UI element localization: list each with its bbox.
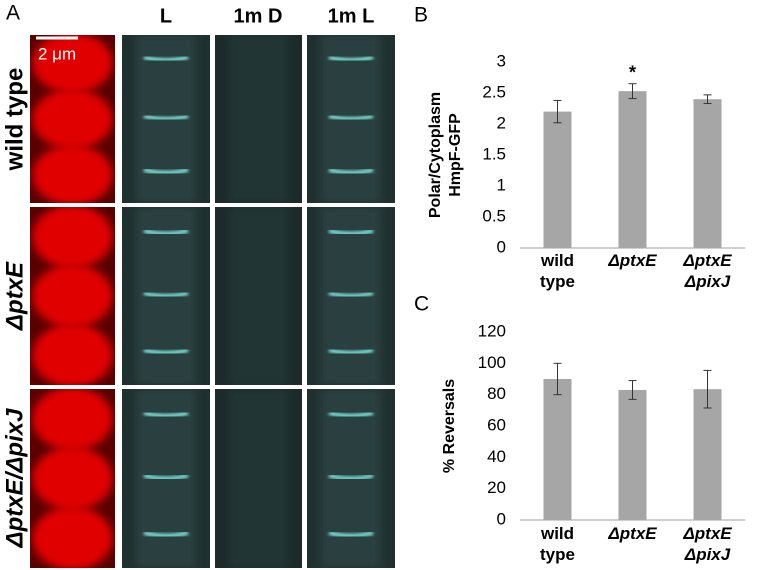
x-tick-label: wild type [540,524,575,564]
cell [32,389,113,451]
micrograph [215,389,302,568]
micrograph [215,207,302,385]
y-tick-label: 1.5 [482,144,506,163]
septum [143,291,189,298]
bar [618,389,647,520]
septum [143,167,189,175]
error-bar [628,380,637,400]
cell [32,264,113,328]
x-tick-label: ΔptxE ΔpixJ [682,524,732,564]
filament [229,35,288,203]
septum [143,228,189,236]
septum [328,114,374,121]
micrograph [30,207,115,385]
micrograph [307,389,395,568]
septum [143,530,189,538]
panel-label: B [414,4,428,27]
row-label: ΔptxE/ΔpixJ [1,408,28,549]
error-bar [703,94,712,105]
panel-label: A [6,2,20,25]
y-tick-label: 1 [497,175,506,194]
cell [32,323,113,385]
error-bar [703,369,712,409]
bar [693,99,722,248]
septum [328,291,374,298]
y-tick-label: 20 [487,478,506,497]
scale-bar-label: 2 μm [38,44,76,63]
cell [32,506,113,568]
micrograph [307,207,395,385]
y-tick-label: 120 [478,321,506,340]
row-label: wild type [1,68,28,172]
x-tick-label: ΔptxE [607,251,657,270]
septum [328,473,374,481]
micrograph [122,35,210,203]
annotation: * [629,62,636,82]
bar [693,389,722,520]
cell [32,89,113,149]
column-label: L [160,5,172,27]
filament [229,207,288,385]
cell [32,35,113,93]
y-tick-label: 0 [497,237,506,256]
cell [32,446,113,511]
filament [229,389,288,568]
micrograph [30,389,115,568]
septum [143,55,189,63]
septum [328,228,374,236]
micrograph [30,35,115,203]
error-bar [553,362,562,396]
column-label: 1m L [328,5,375,27]
cell [32,207,113,269]
error-bar [628,83,637,100]
bar [543,111,572,248]
x-tick-label: ΔptxE [607,524,657,543]
panel-label: C [414,293,429,316]
septum [328,410,374,418]
septum [328,530,374,538]
cell [32,145,113,203]
y-tick-label: 40 [487,447,506,466]
y-tick-label: 60 [487,415,506,434]
bar [618,91,647,248]
micrograph [307,35,395,203]
y-tick-label: 80 [487,384,506,403]
septum [143,410,189,418]
septum [143,348,189,355]
micrograph [122,389,210,568]
septum [143,473,189,481]
septum [328,348,374,355]
septum [328,167,374,175]
y-tick-label: 0 [497,509,506,528]
septum [143,114,189,121]
micrograph [122,207,210,385]
septum [328,55,374,63]
y-tick-label: 100 [478,353,506,372]
y-tick-label: 2 [497,113,506,132]
bar [543,379,572,520]
y-tick-label: 0.5 [482,206,506,225]
row-label: ΔptxE [1,261,28,331]
micrograph [215,35,302,203]
column-label: 1m D [234,5,283,27]
microscopy-panel: 2 μm [30,35,395,568]
y-axis-label: Polar/Cytoplasm HmpF-GFP [427,92,464,218]
x-tick-label: ΔptxE ΔpixJ [682,251,732,291]
x-tick-label: wild type [540,251,575,291]
error-bar [553,99,562,124]
y-tick-label: 2.5 [482,82,506,101]
y-axis-label: % Reversals [441,379,458,473]
y-tick-label: 3 [497,51,506,70]
